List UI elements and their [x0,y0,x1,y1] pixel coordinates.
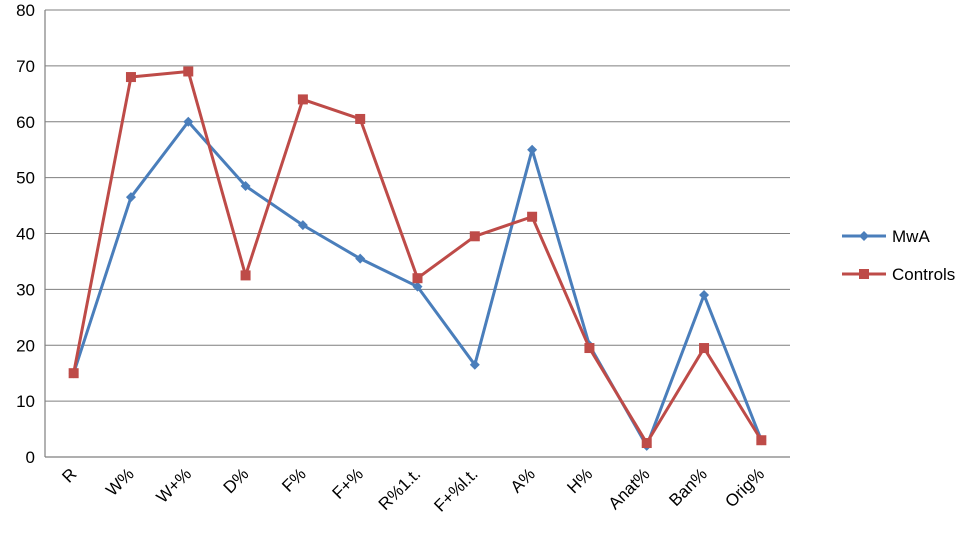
data-point [641,438,652,449]
data-point [699,289,710,300]
x-tick-label: F% [278,464,309,495]
data-point [412,273,423,284]
data-point [125,72,136,83]
data-point [756,435,767,446]
x-axis-tick-labels: R W% W+% D% F% F+% R%1.t. F+%l.t. A% H% Anat% Ban% O… [58,464,768,515]
data-point [527,144,538,155]
y-tick-label: 20 [16,336,35,355]
x-tick-label: R [58,464,80,486]
y-tick-label: 50 [16,169,35,188]
legend-label: MwA [892,227,930,246]
data-point [240,181,251,192]
gridlines [44,9,790,458]
x-tick-label: F+% [329,464,367,502]
data-point [355,113,366,124]
x-tick-label: R%1.t. [375,464,425,514]
x-tick-label: D% [220,464,253,497]
x-tick-label: Ban% [665,464,711,510]
x-tick-label: H% [563,464,596,497]
data-point [68,368,79,379]
legend: MwA Controls [842,227,955,284]
data-point [469,359,480,370]
data-point [125,192,136,203]
data-point [412,281,423,292]
series-lines [68,66,767,451]
legend-item: MwA [842,227,930,246]
y-tick-label: 60 [16,113,35,132]
y-tick-label: 40 [16,225,35,244]
series-controls [68,66,767,449]
y-tick-label: 70 [16,57,35,76]
data-point [297,94,308,105]
legend-item: Controls [842,265,955,284]
legend-marker [859,269,869,279]
x-tick-label: Anat% [605,464,654,513]
series-line [72,69,763,445]
data-point [699,343,710,354]
y-axis-tick-labels: 0 10 20 30 40 50 60 70 80 [16,1,35,467]
y-tick-label: 30 [16,280,35,299]
x-tick-label: W% [102,464,137,499]
data-point [355,253,366,264]
x-tick-label: Orig% [721,464,768,511]
y-tick-label: 10 [16,392,35,411]
data-point [469,231,480,242]
y-tick-label: 80 [16,1,35,20]
legend-label: Controls [892,265,955,284]
data-point [240,270,251,281]
y-tick-label: 0 [26,448,35,467]
data-point [584,343,595,354]
x-tick-label: W+% [153,464,195,506]
data-point [183,66,194,77]
x-tick-label: A% [507,464,539,496]
data-point [183,116,194,127]
x-tick-label: F+%l.t. [430,464,481,515]
data-point [527,211,538,222]
data-point [297,220,308,231]
legend-marker [859,231,869,241]
